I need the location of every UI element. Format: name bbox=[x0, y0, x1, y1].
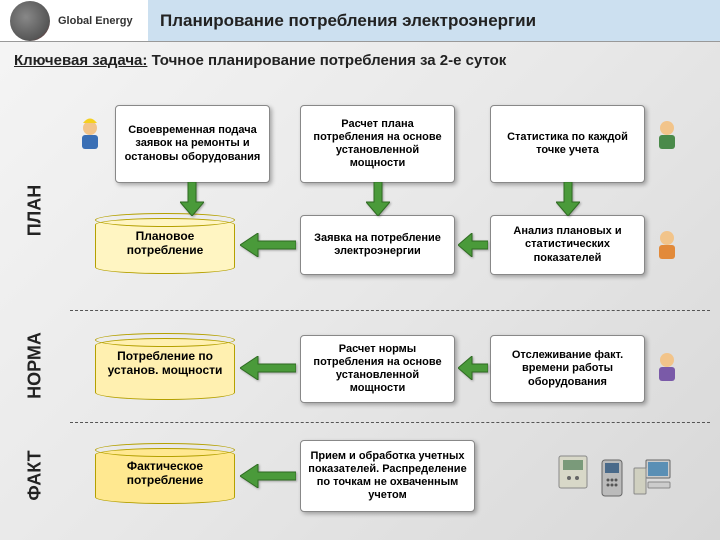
cyl-norm-text: Потребление по установ. мощности bbox=[96, 339, 234, 384]
cyl-plan-text: Плановое потребление bbox=[96, 219, 234, 264]
subtitle-text: Точное планирование потребления за 2-е с… bbox=[147, 52, 506, 69]
arrow-down-icon bbox=[366, 182, 390, 216]
divider-2 bbox=[70, 422, 710, 423]
box-tracking: Отслеживание факт. времени работы оборуд… bbox=[490, 335, 645, 403]
box-plan-calc: Расчет плана потребления на основе устан… bbox=[300, 105, 455, 183]
worker-icon bbox=[652, 228, 682, 262]
page-title: Планирование потребления электроэнергии bbox=[148, 0, 720, 41]
side-label-norm: НОРМА bbox=[25, 321, 46, 411]
header: Global Energy Планирование потребления э… bbox=[0, 0, 720, 42]
brand-text: Global Energy bbox=[58, 15, 148, 27]
cyl-fact-text: Фактическое потребление bbox=[96, 449, 234, 494]
subtitle-label: Ключевая задача: bbox=[14, 52, 147, 69]
cyl-fact: Фактическое потребление bbox=[95, 448, 235, 504]
arrow-down-icon bbox=[556, 182, 580, 216]
arrow-down-icon bbox=[180, 182, 204, 216]
pc-icon bbox=[632, 456, 672, 496]
box-norm-calc: Расчет нормы потребления на основе устан… bbox=[300, 335, 455, 403]
worker-icon bbox=[652, 350, 682, 384]
cyl-plan: Плановое потребление bbox=[95, 218, 235, 274]
cyl-norm: Потребление по установ. мощности bbox=[95, 338, 235, 400]
equipment-icon bbox=[555, 450, 591, 494]
arrow-left-icon bbox=[240, 356, 296, 380]
worker-icon bbox=[75, 118, 105, 152]
box-analysis: Анализ плановых и статистических показат… bbox=[490, 215, 645, 275]
worker-icon bbox=[652, 118, 682, 152]
phone-icon bbox=[598, 458, 626, 500]
arrow-left-icon bbox=[240, 464, 296, 488]
diagram-area: ПЛАН НОРМА ФАКТ Своевременная подача зая… bbox=[0, 100, 720, 540]
box-stats: Статистика по каждой точке учета bbox=[490, 105, 645, 183]
divider-1 bbox=[70, 310, 710, 311]
arrow-left-icon bbox=[458, 233, 488, 257]
subtitle: Ключевая задача: Точное планирование пот… bbox=[0, 42, 720, 79]
box-processing: Прием и обработка учетных показателей. Р… bbox=[300, 440, 475, 512]
box-requests: Своевременная подача заявок на ремонты и… bbox=[115, 105, 270, 183]
side-label-fact: ФАКТ bbox=[25, 431, 46, 521]
box-request-energy: Заявка на потребление электроэнергии bbox=[300, 215, 455, 275]
side-label-plan: ПЛАН bbox=[25, 166, 46, 256]
arrow-left-icon bbox=[458, 356, 488, 380]
logo bbox=[10, 1, 50, 41]
arrow-left-icon bbox=[240, 233, 296, 257]
